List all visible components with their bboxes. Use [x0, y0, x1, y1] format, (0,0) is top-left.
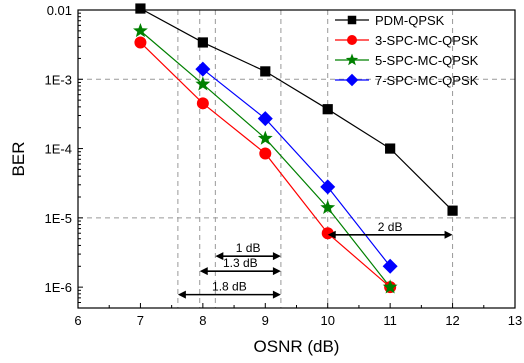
annotation-arrow-head: [215, 252, 224, 261]
x-tick-label: 6: [74, 313, 81, 328]
legend-label: 3-SPC-MC-QPSK: [375, 33, 479, 48]
legend-marker: [347, 15, 357, 25]
annotation-label: 1.8 dB: [212, 280, 247, 294]
y-tick-label: 1E-4: [45, 142, 72, 157]
annotation-arrow-head: [177, 290, 186, 299]
legend: PDM-QPSK 3-SPC-MC-QPSK 5-SPC-MC-QPSK 7-SPC-…: [335, 13, 479, 88]
legend-label: 7-SPC-MC-QPSK: [375, 73, 479, 88]
data-point-pdm-qpsk: [385, 143, 396, 154]
x-axis-title: OSNR (dB): [254, 337, 340, 356]
annotation-label: 1 dB: [236, 241, 261, 255]
annotation-arrow-head: [272, 290, 281, 299]
data-point-5-spc-mc-qpsk: [195, 76, 211, 91]
x-tick-label: 11: [383, 313, 397, 328]
annotation-arrow-head: [272, 252, 281, 261]
annotation-arrow-head: [199, 267, 208, 276]
data-point-pdm-qpsk: [135, 3, 146, 14]
data-point-7-spc-mc-qpsk: [320, 179, 336, 195]
x-tick-label: 9: [262, 313, 269, 328]
data-point-pdm-qpsk: [322, 104, 333, 115]
y-axis-title: BER: [9, 142, 28, 177]
data-point-3-spc-mc-qpsk: [259, 147, 272, 160]
data-point-pdm-qpsk: [260, 66, 271, 77]
data-point-5-spc-mc-qpsk: [320, 199, 336, 215]
series-lines: [140, 10, 453, 288]
legend-marker: [345, 73, 359, 87]
legend-label: 5-SPC-MC-QPSK: [375, 53, 479, 68]
x-tick-label: 13: [508, 313, 522, 328]
annotation-arrow-head: [272, 267, 281, 276]
y-tick-label: 0.01: [47, 3, 72, 18]
legend-marker: [345, 53, 359, 66]
data-point-7-spc-mc-qpsk: [382, 258, 398, 274]
data-point-3-spc-mc-qpsk: [134, 36, 147, 49]
x-tick-label: 8: [199, 313, 206, 328]
annotation-label: 1.3 dB: [223, 256, 258, 270]
legend-marker: [347, 35, 357, 45]
data-point-5-spc-mc-qpsk: [382, 279, 398, 294]
gain-annotations: 1 dB1.3 dB 1.8 dB 2 dB: [177, 220, 453, 299]
data-point-5-spc-mc-qpsk: [257, 130, 273, 145]
x-tick-label: 10: [320, 313, 334, 328]
y-tick-label: 1E-5: [45, 211, 72, 226]
data-point-5-spc-mc-qpsk: [133, 23, 148, 38]
data-point-7-spc-mc-qpsk: [195, 61, 211, 77]
legend-label: PDM-QPSK: [375, 13, 445, 28]
series-line-7-spc-mc-qpsk: [202, 68, 391, 267]
annotation-arrow-head: [444, 230, 453, 239]
x-tick-label: 7: [137, 313, 144, 328]
annotation-label: 2 dB: [378, 220, 403, 234]
reference-lines: [78, 10, 515, 308]
annotation-arrow-head: [327, 230, 336, 239]
data-point-pdm-qpsk: [447, 205, 458, 216]
y-tick-label: 1E-3: [45, 72, 72, 87]
axis-ticks: 6 7 8 9 10 11 12 13 0.01 1E-3 1E-4 1E-5 1E-6: [45, 3, 523, 328]
y-tick-label: 1E-6: [45, 280, 72, 295]
series-line-pdm-qpsk: [141, 10, 453, 212]
data-point-7-spc-mc-qpsk: [257, 111, 273, 127]
x-tick-label: 12: [445, 313, 459, 328]
data-point-3-spc-mc-qpsk: [196, 97, 209, 110]
data-point-pdm-qpsk: [197, 37, 208, 48]
